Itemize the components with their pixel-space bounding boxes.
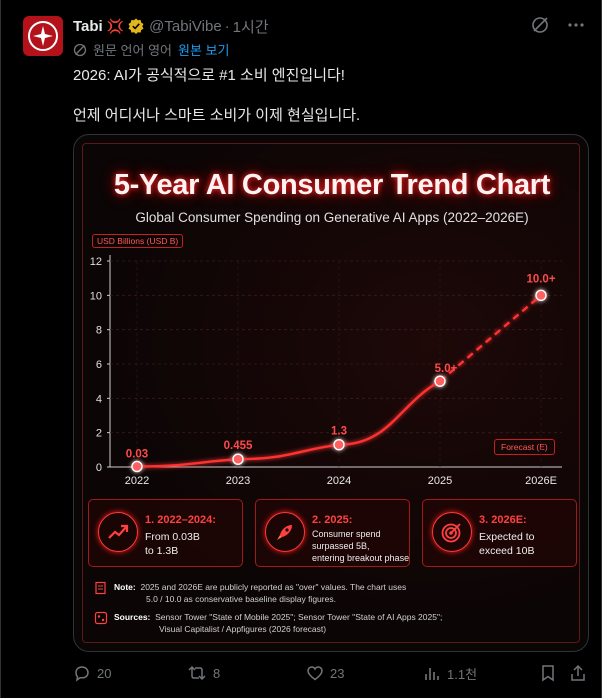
verified-badge-icon[interactable] xyxy=(128,18,144,34)
data-label: 0.03 xyxy=(126,448,148,460)
sources-label: Sources: xyxy=(114,612,151,622)
heart-icon xyxy=(307,666,323,681)
milestone-card-2: 2. 2025: Consumer spend surpassed 5B, en… xyxy=(255,499,410,567)
note-icon xyxy=(95,581,106,595)
translation-source: 원문 언어 영어 xyxy=(93,43,172,58)
data-point xyxy=(131,460,143,473)
repost-button[interactable]: 8 xyxy=(187,664,220,682)
timestamp[interactable]: 1시간 xyxy=(232,18,269,36)
x-tick-label: 2022 xyxy=(125,475,149,487)
data-label: 0.455 xyxy=(224,440,253,452)
y-tick-label: 8 xyxy=(96,325,102,337)
milestone-3-line2: exceed 10B xyxy=(479,545,535,557)
trend-up-icon xyxy=(108,524,129,539)
y-tick-label: 12 xyxy=(90,256,102,268)
separator: · xyxy=(224,17,230,35)
name-emoji: 💢 xyxy=(106,17,125,34)
milestone-1-line2: to 1.3B xyxy=(145,545,179,557)
top-actions xyxy=(531,16,585,34)
repost-icon xyxy=(188,665,206,681)
share-button[interactable] xyxy=(570,664,586,682)
note-line1: 2025 and 2026E are publicly reported as … xyxy=(140,582,407,592)
translate-icon xyxy=(73,43,87,56)
grok-icon[interactable] xyxy=(531,16,549,34)
x-tick-label: 2024 xyxy=(327,475,351,487)
y-tick-label: 0 xyxy=(96,462,102,474)
like-button[interactable]: 23 xyxy=(306,664,344,682)
show-original-link[interactable]: 원본 보기 xyxy=(177,43,230,58)
line-chart: 0 2 4 6 8 10 12 2022 2023 2024 2025 2026E 0.03 0.455 1… xyxy=(90,255,562,487)
milestone-2-line2: surpassed 5B, xyxy=(312,541,370,551)
data-point xyxy=(535,289,547,302)
chart-notes: Note: 2025 and 2026E are publicly report… xyxy=(94,581,442,641)
sources-icon xyxy=(94,611,108,625)
milestone-1-title: 1. 2022–2024: xyxy=(145,514,216,526)
x-tick-label: 2023 xyxy=(226,475,250,487)
bookmark-button[interactable] xyxy=(540,664,556,682)
avatar[interactable] xyxy=(23,16,63,56)
milestone-1-line1: From 0.03B xyxy=(145,531,200,543)
milestone-3-title: 3. 2026E: xyxy=(479,514,527,526)
reply-button[interactable]: 20 xyxy=(73,664,111,682)
more-options-icon[interactable] xyxy=(567,16,585,34)
y-tick-label: 4 xyxy=(96,393,102,405)
x-tick-label: 2025 xyxy=(428,475,452,487)
data-label: 1.3 xyxy=(331,426,347,438)
milestone-card-1: 1. 2022–2024: From 0.03B to 1.3B xyxy=(88,499,243,567)
reply-icon xyxy=(75,666,89,682)
view-count: 1.1천 xyxy=(447,667,478,682)
note-label: Note: xyxy=(114,582,136,592)
tweet-actions: 20 8 23 1.1천 xyxy=(73,664,589,684)
y-tick-label: 10 xyxy=(90,290,102,302)
milestone-2-line3: entering breakout phase xyxy=(312,553,410,563)
bookmark-icon xyxy=(542,665,554,682)
share-icon xyxy=(571,664,585,681)
like-count: 23 xyxy=(330,665,345,681)
forecast-label: Forecast (E) xyxy=(494,439,555,455)
milestone-3-line1: Expected to xyxy=(479,531,535,543)
tweet-header: Tabi 💢 @TabiVibe · 1시간 xyxy=(73,16,269,36)
views-button[interactable]: 1.1천 xyxy=(423,664,477,683)
data-point xyxy=(434,375,446,387)
milestone-2-title: 2. 2025: xyxy=(312,514,353,526)
chart-title: 5-Year AI Consumer Trend Chart xyxy=(113,169,551,201)
data-label: 5.0+ xyxy=(435,363,458,375)
handle[interactable]: @TabiVibe xyxy=(149,17,222,35)
chart-image[interactable]: 5-Year AI Consumer Trend Chart Global Co… xyxy=(73,134,589,652)
rocket-icon xyxy=(277,525,292,540)
chart-subtitle: Global Consumer Spending on Generative A… xyxy=(135,210,529,225)
y-axis-unit-label: USD Billions (USD B) xyxy=(92,234,184,248)
y-tick-label: 2 xyxy=(96,428,102,440)
translation-bar: 원문 언어 영어 원본 보기 xyxy=(73,40,229,59)
series-line-forecast xyxy=(439,294,542,383)
tweet-text-line1: 2026: AI가 공식적으로 #1 소비 엔진입니다! xyxy=(73,67,345,84)
note-line2: 5.0 / 10.0 as conservative baseline disp… xyxy=(146,594,336,604)
data-point xyxy=(333,438,345,451)
y-tick-label: 6 xyxy=(96,359,102,371)
target-icon xyxy=(441,523,461,543)
milestone-2-line1: Consumer spend xyxy=(312,529,381,539)
data-point xyxy=(232,453,244,465)
display-name[interactable]: Tabi xyxy=(73,17,103,35)
x-tick-label: 2026E xyxy=(525,475,557,487)
sources-line2: Visual Capitalist / Appfigures (2026 for… xyxy=(159,624,327,634)
tweet-text-line2: 언제 어디서나 스마트 소비가 이제 현실입니다. xyxy=(73,107,361,124)
milestone-card-3: 3. 2026E: Expected to exceed 10B xyxy=(422,499,577,567)
data-label: 10.0+ xyxy=(526,273,555,285)
reply-count: 20 xyxy=(97,665,112,681)
views-icon xyxy=(425,667,439,680)
sources-line1: Sensor Tower "State of Mobile 2025"; Sen… xyxy=(155,612,443,622)
series-line-actual xyxy=(136,380,441,468)
repost-count: 8 xyxy=(213,665,221,681)
star-compass-icon xyxy=(33,26,53,46)
